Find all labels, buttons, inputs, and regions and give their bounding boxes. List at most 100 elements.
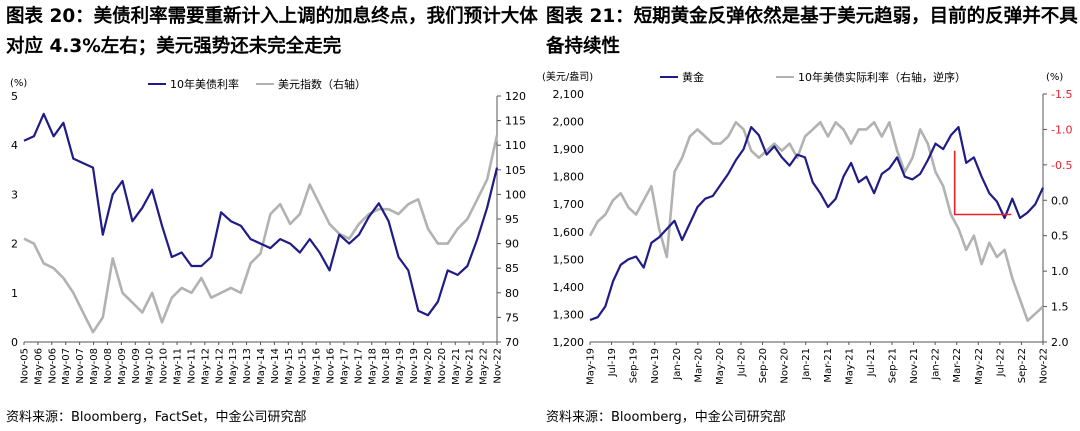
x-axis-tick-label: Mar-22	[952, 348, 963, 383]
legend-label: 10年美债实际利率（右轴，逆序）	[798, 70, 966, 84]
x-axis-tick-label: Nov-20	[437, 348, 448, 384]
x-axis-tick-label: May-06	[33, 348, 44, 385]
right-axis-tick-label: 120	[505, 90, 526, 103]
x-axis-tick-label: May-22	[974, 348, 985, 385]
left-axis-tick-label: 3	[11, 188, 18, 201]
x-axis-tick-label: Nov-10	[159, 348, 170, 384]
legend-label: 黄金	[682, 70, 704, 84]
x-axis-tick-label: May-19	[586, 348, 597, 385]
x-axis-tick-label: May-07	[61, 348, 72, 385]
chart-panel-gold-vs-real-yield: 图表 21：短期黄金反弹依然是基于美元趋弱，目前的反弹并不具备持续性 (美元/盎…	[540, 0, 1080, 431]
left-axis-tick-label: 2,000	[553, 116, 585, 129]
right-axis-tick-label: 85	[505, 262, 519, 275]
x-axis-tick-label: Nov-19	[650, 348, 661, 384]
x-axis-tick-label: Jul-20	[737, 348, 748, 377]
legend-label: 美元指数（右轴）	[278, 77, 366, 91]
x-axis-tick-label: Jul-19	[607, 348, 618, 377]
right-axis-tick-label: 80	[505, 287, 519, 300]
x-axis-tick-label: Sep-20	[758, 348, 769, 383]
chart-source: 资料来源：Bloomberg，中金公司研究部	[546, 410, 786, 425]
x-axis-tick-label: Sep-21	[888, 348, 899, 383]
x-axis-tick-label: Nov-22	[493, 348, 504, 384]
left-axis-tick-label: 5	[11, 90, 18, 103]
x-axis-tick-label: May-10	[145, 348, 156, 385]
right-axis-tick-label: 95	[505, 213, 519, 226]
x-axis-tick-label: May-15	[284, 348, 295, 385]
chart-source: 资料来源：Bloomberg，FactSet，中金公司研究部	[6, 410, 307, 425]
x-axis-tick-label: Jul-21	[866, 348, 877, 377]
x-axis-tick-label: May-20	[715, 348, 726, 385]
x-axis-tick-label: Jan-21	[801, 348, 812, 381]
right-axis-tick-label: 115	[505, 115, 526, 128]
x-axis-tick-label: May-12	[200, 348, 211, 385]
chart-title: 图表 21：短期黄金反弹依然是基于美元趋弱，目前的反弹并不具备持续性	[546, 6, 1078, 57]
x-axis-tick-label: May-20	[423, 348, 434, 385]
x-axis-tick-label: Jul-22	[995, 348, 1006, 377]
red-annotation-line	[953, 150, 1012, 216]
x-axis-tick-label: Nov-09	[131, 348, 142, 384]
right-axis-tick-label: -0.5	[1051, 159, 1072, 172]
right-axis-tick-label: 75	[505, 311, 519, 324]
x-axis-tick-label: May-16	[312, 348, 323, 385]
x-axis-tick-label: May-18	[367, 348, 378, 385]
x-axis-tick-label: Nov-11	[186, 348, 197, 384]
right-axis-tick-label: 1.0	[1051, 265, 1069, 278]
right-axis-tick-label: 2.0	[1051, 336, 1069, 349]
x-axis-tick-label: Mar-20	[693, 348, 704, 383]
x-axis-tick-label: May-22	[479, 348, 490, 385]
left-axis-tick-label: 2	[11, 238, 18, 251]
chart-title: 图表 20：美债利率需要重新计入上调的加息终点，我们预计大体对应 4.3%左右；…	[6, 6, 538, 57]
series-line-primary	[589, 125, 1044, 322]
x-axis-tick-label: Nov-05	[20, 348, 31, 384]
right-axis-tick-label: 70	[505, 336, 519, 349]
left-axis-unit: (美元/盎司)	[542, 70, 593, 83]
x-axis-tick-label: May-21	[844, 348, 855, 385]
right-axis-tick-label: 90	[505, 238, 519, 251]
x-axis-tick-label: Nov-08	[103, 348, 114, 384]
left-axis-tick-label: 1,400	[553, 281, 585, 294]
series-line-secondary	[23, 135, 499, 334]
x-axis-tick-label: Nov-13	[242, 348, 253, 384]
right-axis-tick-label: -1.0	[1051, 123, 1072, 136]
x-axis-tick-label: Jan-22	[931, 348, 942, 381]
x-axis-tick-label: Jan-20	[672, 348, 683, 381]
left-axis-tick-label: 2,100	[553, 88, 585, 101]
left-axis-tick-label: 1	[11, 287, 18, 300]
chart-svg-gold-vs-real-yield: (美元/盎司) (%) 黄金 10年美债实际利率（右轴，逆序） 1,200 1,300 1,…	[542, 70, 1072, 385]
left-axis-unit: (%)	[10, 78, 27, 89]
x-axis-tick-label: Mar-21	[823, 348, 834, 383]
chart-panel-bond-yield-vs-dxy: 图表 20：美债利率需要重新计入上调的加息终点，我们预计大体对应 4.3%左右；…	[6, 6, 538, 425]
left-axis-tick-label: 4	[11, 139, 18, 152]
left-axis-tick-label: 0	[11, 336, 18, 349]
left-axis-tick-label: 1,600	[553, 226, 585, 239]
left-axis-tick-label: 1,300	[553, 308, 585, 321]
x-axis-tick-label: Nov-06	[47, 348, 58, 384]
x-axis-tick-label: Nov-15	[298, 348, 309, 384]
x-axis-tick-label: Nov-21	[909, 348, 920, 384]
x-axis-tick-label: May-17	[339, 348, 350, 385]
x-axis-tick-label: Nov-18	[381, 348, 392, 384]
left-axis-tick-label: 1,500	[553, 253, 585, 266]
x-axis-tick-label: Nov-19	[409, 348, 420, 384]
x-axis-tick-label: Nov-17	[353, 348, 364, 384]
x-axis-tick-label: Sep-22	[1017, 348, 1028, 383]
x-axis-tick-label: May-21	[451, 348, 462, 385]
right-axis-tick-label: 105	[505, 164, 526, 177]
x-axis-tick-label: Nov-20	[780, 348, 791, 384]
right-axis-tick-label: -1.5	[1051, 88, 1072, 101]
x-axis-tick-label: May-13	[228, 348, 239, 385]
x-axis-tick-label: Nov-22	[1039, 348, 1050, 384]
x-axis-tick-label: Nov-21	[465, 348, 476, 384]
right-axis-tick-label: 100	[505, 188, 526, 201]
x-axis-tick-label: Nov-07	[75, 348, 86, 384]
right-axis-tick-label: 110	[505, 139, 526, 152]
right-axis-tick-label: 0.0	[1051, 194, 1069, 207]
x-axis-tick-label: May-09	[117, 348, 128, 385]
x-axis-tick-label: Nov-12	[214, 348, 225, 384]
right-axis-tick-label: 1.5	[1051, 301, 1069, 314]
legend-label: 10年美债利率	[170, 77, 239, 91]
left-axis-tick-label: 1,800	[553, 171, 585, 184]
x-axis-tick-label: Nov-16	[326, 348, 337, 384]
x-axis-tick-label: Nov-14	[270, 348, 281, 384]
x-axis-tick-label: May-19	[395, 348, 406, 385]
